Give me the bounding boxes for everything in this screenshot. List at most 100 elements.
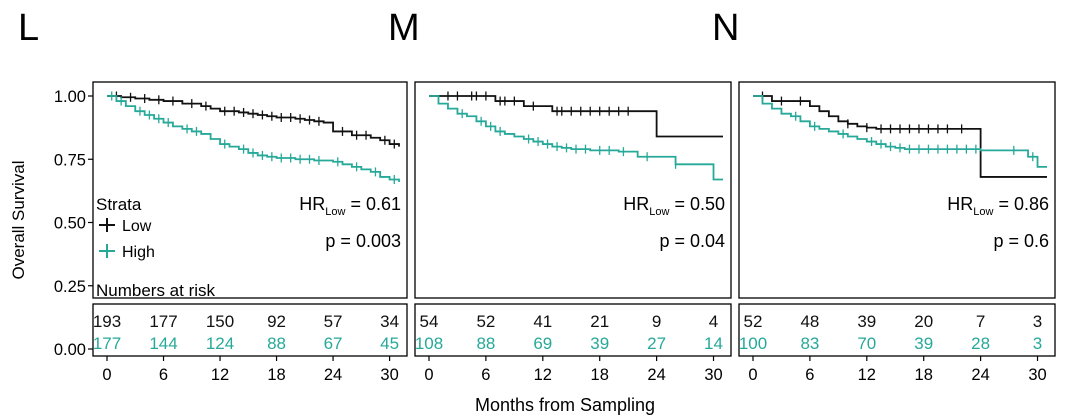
x-tick-label: 24 <box>324 366 342 384</box>
risk-count-low: 7 <box>976 312 985 331</box>
risk-count-low: 4 <box>709 312 718 331</box>
y-tick-label: 0.75 <box>54 151 86 169</box>
risk-count-low: 48 <box>800 312 819 331</box>
risk-count-low: 34 <box>380 312 399 331</box>
y-tick-label: 0.25 <box>54 278 86 296</box>
p-value-label: p = 0.6 <box>993 231 1049 251</box>
risk-table-frame <box>414 303 732 357</box>
risk-count-low: 52 <box>744 312 763 331</box>
hr-value: = 0.86 <box>993 194 1049 214</box>
risk-count-low: 54 <box>420 312 439 331</box>
risk-count-low: 52 <box>476 312 495 331</box>
risk-table-frame <box>738 303 1056 357</box>
p-value-label: p = 0.04 <box>659 231 725 251</box>
risk-count-low: 92 <box>267 312 286 331</box>
risk-count-high: 108 <box>415 334 443 353</box>
x-tick-label: 6 <box>481 366 490 384</box>
y-tick-label: 0.50 <box>54 215 86 233</box>
hr-value: = 0.61 <box>345 194 401 214</box>
risk-count-low: 20 <box>914 312 933 331</box>
risk-count-high: 88 <box>267 334 286 353</box>
x-tick-label: 30 <box>1028 366 1046 384</box>
hr-subscript: Low <box>649 206 669 218</box>
y-tick-label: 0.00 <box>54 341 86 359</box>
hazard-ratio-label: HRLow = 0.50 <box>623 194 725 218</box>
x-tick-label: 24 <box>971 366 989 384</box>
risk-count-high: 124 <box>206 334 234 353</box>
km-curve-high <box>753 95 1047 168</box>
hazard-ratio-label: HRLow = 0.86 <box>947 194 1049 218</box>
hr-subscript: Low <box>973 206 993 218</box>
p-value-label: p = 0.003 <box>325 231 401 251</box>
risk-count-high: 177 <box>93 334 121 353</box>
legend-title: Strata <box>96 195 142 214</box>
x-tick-label: 12 <box>211 366 229 384</box>
km-curve-low <box>429 95 723 138</box>
km-curve-low <box>107 95 400 147</box>
risk-count-high: 144 <box>149 334 177 353</box>
risk-count-low: 3 <box>1033 312 1042 331</box>
hr-base: HR <box>623 194 649 214</box>
risk-count-low: 193 <box>93 312 121 331</box>
x-tick-label: 0 <box>102 366 111 384</box>
km-curve-high <box>429 95 723 181</box>
risk-count-high: 39 <box>590 334 609 353</box>
x-tick-label: 24 <box>647 366 665 384</box>
y-tick-label: 1.00 <box>54 88 86 106</box>
panel-label: N <box>712 7 739 49</box>
hr-base: HR <box>299 194 325 214</box>
risk-count-high: 14 <box>704 334 723 353</box>
risk-count-low: 57 <box>324 312 343 331</box>
panel-m: M 0 6 12 18 24 30 HRLow = 0.50 p = 0.04 54 108 52 88… <box>388 7 732 384</box>
hazard-ratio-label: HRLow = 0.61 <box>299 194 401 218</box>
risk-count-high: 28 <box>971 334 990 353</box>
risk-count-high: 69 <box>533 334 552 353</box>
plot-frame <box>738 81 1056 299</box>
risk-count-high: 39 <box>914 334 933 353</box>
risk-count-high: 3 <box>1033 334 1042 353</box>
risk-count-low: 41 <box>533 312 552 331</box>
risk-count-high: 88 <box>476 334 495 353</box>
x-tick-label: 6 <box>159 366 168 384</box>
panel-label: L <box>18 7 39 49</box>
km-curve-high <box>107 95 400 183</box>
x-tick-label: 18 <box>267 366 285 384</box>
km-curve-low <box>753 95 1047 178</box>
x-tick-label: 6 <box>805 366 814 384</box>
hr-base: HR <box>947 194 973 214</box>
plot-frame <box>92 81 408 299</box>
hr-subscript: Low <box>325 206 345 218</box>
risk-count-low: 39 <box>857 312 876 331</box>
risk-count-high: 70 <box>857 334 876 353</box>
x-tick-label: 0 <box>424 366 433 384</box>
risk-count-low: 177 <box>149 312 177 331</box>
y-axis-title: Overall Survival <box>9 160 28 279</box>
risk-count-low: 9 <box>652 312 661 331</box>
x-tick-label: 18 <box>591 366 609 384</box>
x-tick-label: 12 <box>534 366 552 384</box>
x-tick-label: 0 <box>748 366 757 384</box>
hr-value: = 0.50 <box>669 194 725 214</box>
panel-n: N 0 6 12 18 24 30 HRLow = 0.86 p = 0.6 52 100 48 83 3… <box>712 7 1056 384</box>
risk-count-high: 100 <box>739 334 767 353</box>
legend-entry-high: High <box>122 244 155 261</box>
risk-count-low: 21 <box>590 312 609 331</box>
panel-label: M <box>388 7 420 49</box>
risk-count-high: 45 <box>380 334 399 353</box>
risk-count-low: 150 <box>206 312 234 331</box>
risk-table-frame <box>92 303 408 357</box>
x-tick-label: 12 <box>858 366 876 384</box>
x-axis-title: Months from Sampling <box>475 395 655 415</box>
risk-count-high: 27 <box>647 334 666 353</box>
x-tick-label: 30 <box>704 366 722 384</box>
risk-count-high: 83 <box>800 334 819 353</box>
risk-count-high: 67 <box>324 334 343 353</box>
x-tick-label: 18 <box>915 366 933 384</box>
legend-entry-low: Low <box>122 218 152 235</box>
numbers-at-risk-label: Numbers at risk <box>96 281 216 300</box>
plot-frame <box>414 81 732 299</box>
x-tick-label: 30 <box>380 366 398 384</box>
